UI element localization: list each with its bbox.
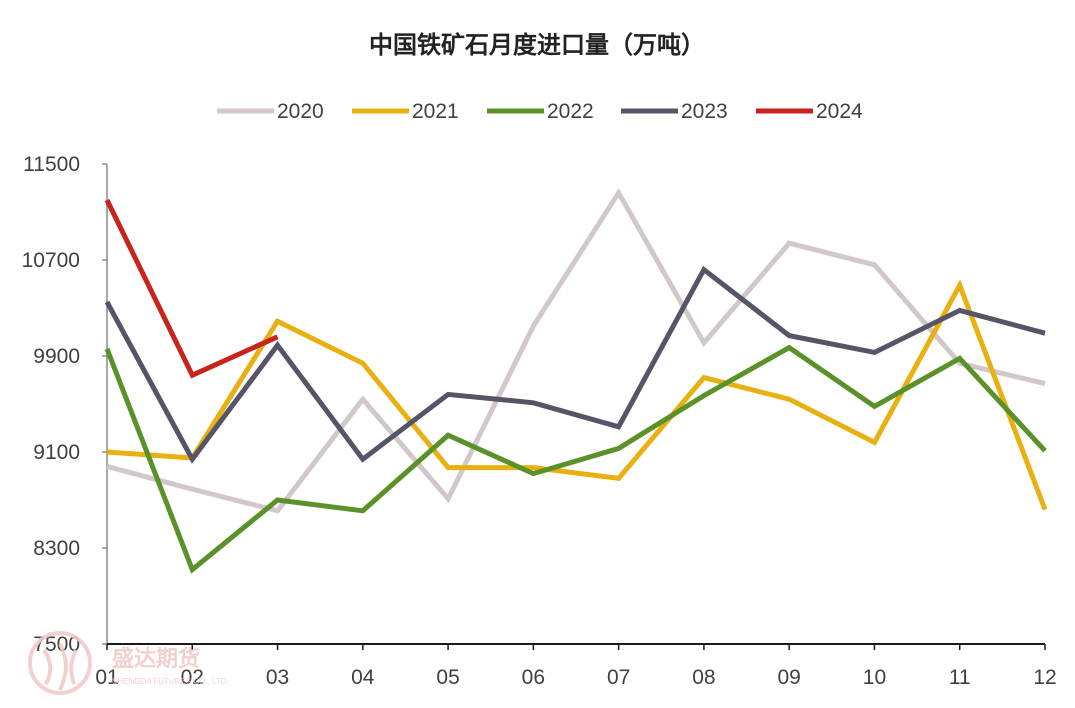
series-line-2021 — [106, 279, 1048, 511]
x-tick-label: 11 — [949, 666, 971, 689]
series-line-2022 — [104, 344, 1047, 574]
x-tick-label: 09 — [778, 666, 801, 689]
watermark-logo: 盛达期货 SHENGDA FUTURES CO., LTD. — [28, 631, 229, 695]
series-line-2020 — [106, 187, 1046, 514]
x-tick-label: 10 — [863, 666, 886, 689]
watermark-subtitle: SHENGDA FUTURES CO., LTD. — [112, 677, 229, 686]
y-tick-label: 9100 — [33, 441, 80, 464]
series-line-2024 — [104, 198, 279, 379]
x-tick-label: 04 — [351, 666, 375, 689]
series-line-2023 — [104, 265, 1046, 464]
legend-label-2021: 2021 — [412, 100, 459, 123]
legend: 2020 2021 2022 2023 2024 — [217, 100, 863, 123]
watermark-sail-icon — [42, 643, 78, 691]
x-tick-label: 07 — [607, 666, 630, 689]
x-tick-label: 03 — [266, 666, 289, 689]
x-tick-label: 05 — [436, 666, 459, 689]
legend-label-2022: 2022 — [547, 100, 594, 123]
legend-label-2024: 2024 — [816, 100, 863, 123]
y-tick-label: 10700 — [22, 249, 80, 272]
series-lines — [104, 187, 1048, 574]
y-tick-label: 8300 — [33, 537, 80, 560]
legend-label-2023: 2023 — [681, 100, 728, 123]
x-tick-label: 02 — [181, 666, 204, 689]
chart-title: 中国铁矿石月度进口量（万吨） — [369, 31, 705, 59]
y-tick-label: 11500 — [23, 153, 80, 176]
watermark-circle-icon — [28, 631, 92, 695]
x-tick-label: 08 — [692, 666, 715, 689]
x-tick-label: 01 — [95, 666, 118, 689]
x-tick-label: 06 — [522, 666, 545, 689]
legend-label-2020: 2020 — [277, 100, 324, 123]
x-tick-label: 12 — [1033, 666, 1056, 689]
watermark-name: 盛达期货 — [112, 646, 200, 672]
y-tick-label: 9900 — [33, 345, 80, 368]
